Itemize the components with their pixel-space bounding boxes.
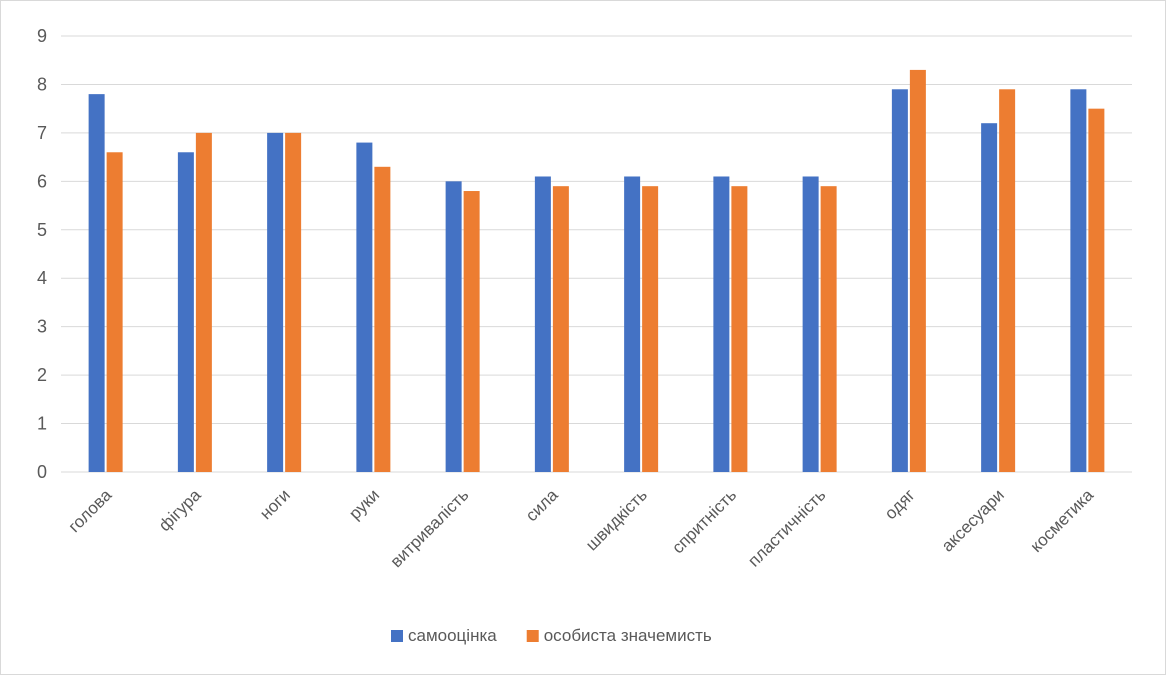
bar-series1 bbox=[534, 176, 551, 472]
bar-series2 bbox=[285, 132, 302, 472]
bar-series2 bbox=[1088, 108, 1105, 473]
bars bbox=[88, 69, 1105, 473]
bar-series2 bbox=[642, 186, 659, 472]
x-tick-label: сила bbox=[522, 485, 562, 525]
x-tick-label: витривалість bbox=[387, 485, 473, 571]
bar-series1 bbox=[1070, 89, 1087, 473]
x-tick-label: аксесуари bbox=[938, 485, 1008, 555]
legend-label: самооцінка bbox=[408, 626, 497, 645]
legend: самооцінка особиста значемисть bbox=[391, 626, 712, 645]
y-axis: 0 1 2 3 4 5 6 7 8 9 bbox=[37, 26, 47, 482]
bar-series2 bbox=[195, 132, 212, 472]
bar-series2 bbox=[552, 186, 569, 472]
gridlines bbox=[61, 35, 1132, 473]
bar-series1 bbox=[356, 142, 373, 473]
x-tick-label: фігура bbox=[155, 485, 205, 535]
bar-series1 bbox=[802, 176, 819, 472]
y-tick-label: 0 bbox=[37, 462, 47, 482]
x-tick-label: пластичність bbox=[744, 485, 829, 570]
bar-series2 bbox=[731, 186, 748, 472]
x-tick-label: швидкість bbox=[582, 485, 651, 554]
x-tick-label: спритність bbox=[668, 485, 740, 557]
legend-swatch bbox=[391, 630, 403, 642]
bar-series2 bbox=[374, 166, 391, 473]
bar-series1 bbox=[891, 89, 908, 473]
bar-series2 bbox=[909, 69, 926, 473]
x-axis: голова фігура ноги руки витривалість сила швид… bbox=[65, 485, 1098, 571]
bar-series1 bbox=[713, 176, 730, 472]
y-tick-label: 9 bbox=[37, 26, 47, 46]
y-tick-label: 3 bbox=[37, 317, 47, 337]
y-tick-label: 8 bbox=[37, 74, 47, 94]
y-tick-label: 7 bbox=[37, 123, 47, 143]
x-tick-label: косметика bbox=[1027, 485, 1098, 556]
bar-series1 bbox=[88, 94, 105, 472]
legend-label: особиста значемисть bbox=[544, 626, 712, 645]
bar-series2 bbox=[106, 152, 123, 472]
y-tick-label: 6 bbox=[37, 171, 47, 191]
bar-series2 bbox=[820, 186, 837, 472]
x-tick-label: ноги bbox=[256, 485, 294, 523]
bar-series1 bbox=[177, 152, 194, 472]
y-tick-label: 2 bbox=[37, 365, 47, 385]
x-tick-label: голова bbox=[65, 485, 116, 536]
legend-swatch bbox=[526, 630, 539, 642]
bar-series2 bbox=[463, 191, 480, 472]
bar-series1 bbox=[267, 132, 284, 472]
bar-series2 bbox=[999, 89, 1016, 473]
y-tick-label: 5 bbox=[37, 220, 47, 240]
x-tick-label: руки bbox=[345, 485, 383, 523]
y-tick-label: 4 bbox=[37, 268, 47, 288]
bar-series1 bbox=[624, 176, 641, 472]
bar-series1 bbox=[981, 123, 998, 472]
bar-series1 bbox=[445, 181, 462, 473]
y-tick-label: 1 bbox=[37, 414, 47, 434]
x-tick-label: одяг bbox=[881, 485, 919, 523]
